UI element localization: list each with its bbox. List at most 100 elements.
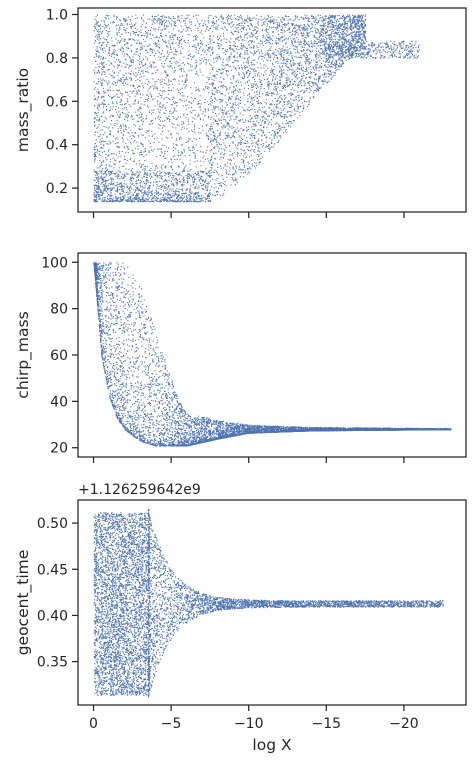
data-point [178, 46, 180, 48]
data-point [299, 80, 301, 82]
data-point [230, 31, 232, 33]
data-point [133, 124, 135, 126]
data-point [131, 173, 133, 175]
data-point [116, 93, 118, 95]
data-point [139, 154, 141, 156]
data-point [230, 164, 232, 166]
data-point [164, 166, 166, 168]
data-point [315, 73, 317, 75]
data-point [153, 49, 155, 51]
data-point [217, 191, 219, 193]
data-point [154, 133, 156, 135]
data-point [111, 63, 113, 65]
data-point [230, 26, 232, 28]
data-point [189, 18, 191, 20]
data-point [103, 47, 105, 49]
data-point [179, 93, 181, 95]
data-point [135, 183, 137, 185]
data-point [94, 112, 96, 114]
data-point [285, 65, 287, 67]
data-point [159, 125, 161, 127]
data-point [251, 89, 253, 91]
data-point [358, 36, 360, 38]
data-point [258, 147, 260, 149]
data-point [233, 86, 235, 88]
data-point [167, 137, 169, 139]
data-point [304, 36, 306, 38]
data-point [242, 77, 244, 79]
data-point [105, 14, 107, 16]
data-point [131, 116, 133, 118]
data-point [225, 113, 227, 115]
data-point [254, 73, 256, 75]
data-point [239, 135, 241, 137]
data-point [333, 49, 335, 51]
data-point [208, 22, 210, 24]
data-point [194, 36, 196, 38]
data-point [170, 133, 172, 135]
data-point [159, 112, 161, 114]
data-point [278, 65, 280, 67]
data-point [182, 163, 184, 165]
data-point [307, 44, 309, 46]
data-point [208, 136, 210, 138]
data-point [182, 68, 184, 70]
data-point [237, 24, 239, 26]
data-point [154, 83, 156, 85]
data-point [153, 148, 155, 150]
data-point [177, 62, 179, 64]
data-point [124, 18, 126, 20]
data-point [245, 29, 247, 31]
data-point [331, 76, 333, 78]
data-point [341, 57, 343, 59]
data-point [305, 52, 307, 54]
data-point [257, 98, 259, 100]
data-point [294, 63, 296, 65]
data-point [220, 107, 222, 109]
data-point [273, 113, 275, 115]
data-point [239, 17, 241, 19]
data-point [290, 104, 292, 106]
data-point [145, 193, 147, 195]
data-point [306, 28, 308, 30]
data-point [194, 126, 196, 128]
data-point [253, 54, 255, 56]
data-point [218, 132, 220, 134]
data-point [285, 43, 287, 45]
data-point [117, 74, 119, 76]
data-point [302, 26, 304, 28]
data-point [182, 183, 184, 185]
data-point [189, 101, 191, 103]
data-point [142, 70, 144, 72]
data-point [247, 53, 249, 55]
data-point [143, 39, 145, 41]
data-point [256, 51, 258, 53]
data-point [215, 89, 217, 91]
data-point [180, 70, 182, 72]
data-point [96, 14, 98, 16]
data-point [95, 23, 97, 25]
data-point [185, 99, 187, 101]
data-point [203, 57, 205, 59]
data-point [168, 54, 170, 56]
data-point [198, 179, 200, 181]
data-point [301, 45, 303, 47]
data-point [184, 181, 186, 183]
data-point [136, 187, 138, 189]
data-point [255, 124, 257, 126]
data-point [212, 41, 214, 43]
data-point [211, 156, 213, 158]
data-point [314, 90, 316, 92]
data-point [287, 85, 289, 87]
data-point [102, 159, 104, 161]
data-point [249, 172, 251, 174]
data-point [237, 104, 239, 106]
data-point [214, 194, 216, 196]
data-point [167, 147, 169, 149]
data-point [205, 87, 207, 89]
data-point [314, 27, 316, 29]
data-point [117, 65, 119, 67]
data-point [148, 151, 150, 153]
data-point [195, 144, 197, 146]
data-point [146, 118, 148, 120]
